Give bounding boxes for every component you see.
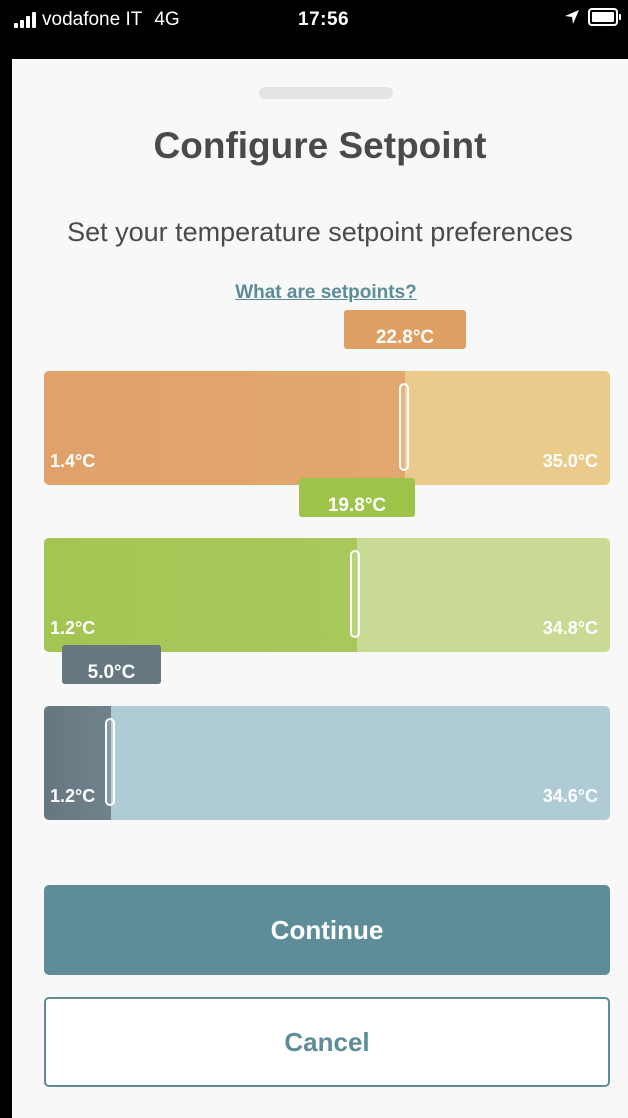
carrier-label: vodafone IT: [42, 9, 143, 30]
status-bar: vodafone IT 4G 17:56: [0, 0, 628, 40]
status-left: vodafone IT 4G: [14, 9, 180, 31]
page-title: Configure Setpoint: [153, 125, 487, 166]
network-label: 4G: [154, 9, 180, 30]
slider-thumb[interactable]: [350, 550, 360, 638]
setpoint-sheet: Configure Setpoint Set your temperature …: [12, 59, 628, 1118]
slider-max-label: 35.0°C: [542, 451, 598, 471]
battery-icon: [588, 8, 621, 26]
slider-track: [44, 706, 610, 820]
comfort-setpoint-value-bubble: 19.8°C: [299, 478, 415, 517]
cancel-button[interactable]: Cancel: [44, 997, 610, 1087]
slider-max-label: 34.6°C: [542, 786, 598, 806]
slider-fill: [44, 538, 357, 652]
cool-setpoint-slider[interactable]: 1.2°C 34.6°C: [44, 706, 610, 820]
slider-min-label: 1.2°C: [50, 786, 96, 806]
heat-setpoint-value-bubble: 22.8°C: [344, 310, 466, 349]
location-arrow-icon: [565, 10, 579, 24]
page-subtitle: Set your temperature setpoint preference…: [67, 217, 573, 247]
slider-fill: [44, 371, 405, 485]
signal-bars-icon: [14, 12, 36, 28]
what-are-setpoints-link[interactable]: What are setpoints?: [235, 282, 417, 303]
slider-fill: [44, 706, 111, 820]
comfort-setpoint-slider[interactable]: 1.2°C 34.8°C: [44, 538, 610, 652]
slider-thumb[interactable]: [105, 718, 115, 806]
status-right: [564, 8, 621, 26]
cool-setpoint-value-bubble: 5.0°C: [62, 645, 161, 684]
continue-button[interactable]: Continue: [44, 885, 610, 975]
status-time: 17:56: [298, 9, 350, 30]
heat-setpoint-slider[interactable]: 1.4°C 35.0°C: [44, 371, 610, 485]
slider-min-label: 1.2°C: [50, 618, 96, 638]
slider-max-label: 34.8°C: [542, 618, 598, 638]
slider-min-label: 1.4°C: [50, 451, 96, 471]
sheet-grabber-handle[interactable]: [259, 87, 393, 99]
slider-thumb[interactable]: [399, 383, 409, 471]
